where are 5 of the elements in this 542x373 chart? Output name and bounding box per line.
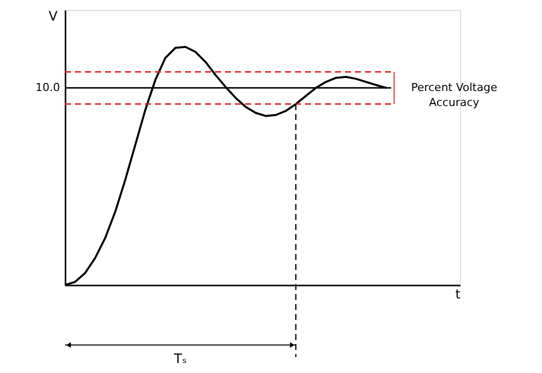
text: 10.0 (36, 80, 60, 94)
y-axis-title: V (48, 10, 58, 24)
text: Percent Voltage Accuracy (411, 80, 498, 109)
text: Tₛ (173, 352, 187, 367)
x-axis-title: t (455, 288, 460, 302)
